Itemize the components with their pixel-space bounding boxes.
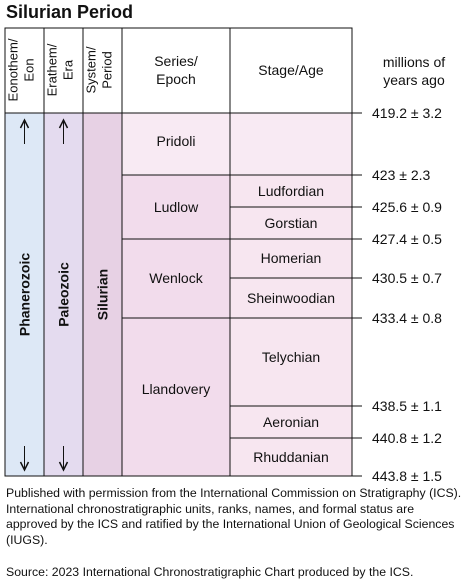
stage-homerian: Homerian [261, 250, 322, 266]
stage-aeronian: Aeronian [263, 414, 319, 430]
header-erathem-line-1: Erathem/ [45, 43, 60, 96]
header-eonothem-line-1: Eonothem/ [6, 38, 21, 101]
header-series-line-2: Epoch [156, 71, 196, 87]
series-llandovery: Llandovery [142, 381, 211, 397]
series-ludlow: Ludlow [154, 199, 199, 215]
series-pridoli-fill [122, 113, 352, 175]
era-fill [44, 113, 83, 476]
period-label: Silurian [95, 269, 111, 320]
era-arrow-down-icon [58, 461, 69, 472]
stage-telychian: Telychian [262, 349, 320, 365]
age-label-5: 430.5 ± 0.7 [372, 270, 442, 286]
header-stage: Stage/Age [258, 62, 324, 78]
age-label-4: 427.4 ± 0.5 [372, 231, 442, 247]
header-erathem-line-2: Era [61, 59, 76, 80]
page-title: Silurian Period [6, 2, 134, 22]
header-eonothem-line-2: Eon [22, 58, 37, 81]
stage-ludfordian: Ludfordian [258, 183, 324, 199]
period-fill [83, 113, 122, 476]
age-label-1: 419.2 ± 3.2 [372, 105, 442, 121]
stage-fill [230, 175, 352, 476]
eon-fill [5, 113, 44, 476]
age-label-9: 443.8 ± 1.5 [372, 468, 442, 484]
header-series-line-1: Series/ [154, 53, 198, 69]
series-wenlock-fill [122, 239, 230, 318]
source-note: Source: 2023 International Chronostratig… [6, 565, 414, 579]
eon-label: Phanerozoic [17, 253, 33, 336]
age-label-2: 423 ± 2.3 [372, 167, 430, 183]
age-label-3: 425.6 ± 0.9 [372, 199, 442, 215]
age-label-6: 433.4 ± 0.8 [372, 310, 442, 326]
header-system-line-2: Period [100, 51, 115, 89]
era-label: Paleozoic [56, 262, 72, 327]
stage-sheinwoodian: Sheinwoodian [247, 290, 335, 306]
age-label-7: 438.5 ± 1.1 [372, 398, 442, 414]
header-system-line-1: System/ [84, 46, 99, 93]
stage-gorstian: Gorstian [265, 215, 318, 231]
age-label-8: 440.8 ± 1.2 [372, 430, 442, 446]
stage-rhuddanian: Rhuddanian [253, 449, 329, 465]
table-border [4, 27, 353, 477]
eon-arrow-down-icon [19, 461, 30, 472]
series-llandovery-fill [122, 318, 230, 476]
header-mya-line-1: millions of [383, 54, 445, 70]
caption: Published with permission from the Inter… [6, 486, 462, 547]
series-pridoli: Pridoli [157, 133, 196, 149]
header-mya-line-2: years ago [383, 72, 445, 88]
series-ludlow-fill [122, 175, 230, 239]
series-wenlock: Wenlock [149, 270, 203, 286]
eon-arrow-up-icon [19, 118, 30, 129]
era-arrow-up-icon [58, 118, 69, 129]
